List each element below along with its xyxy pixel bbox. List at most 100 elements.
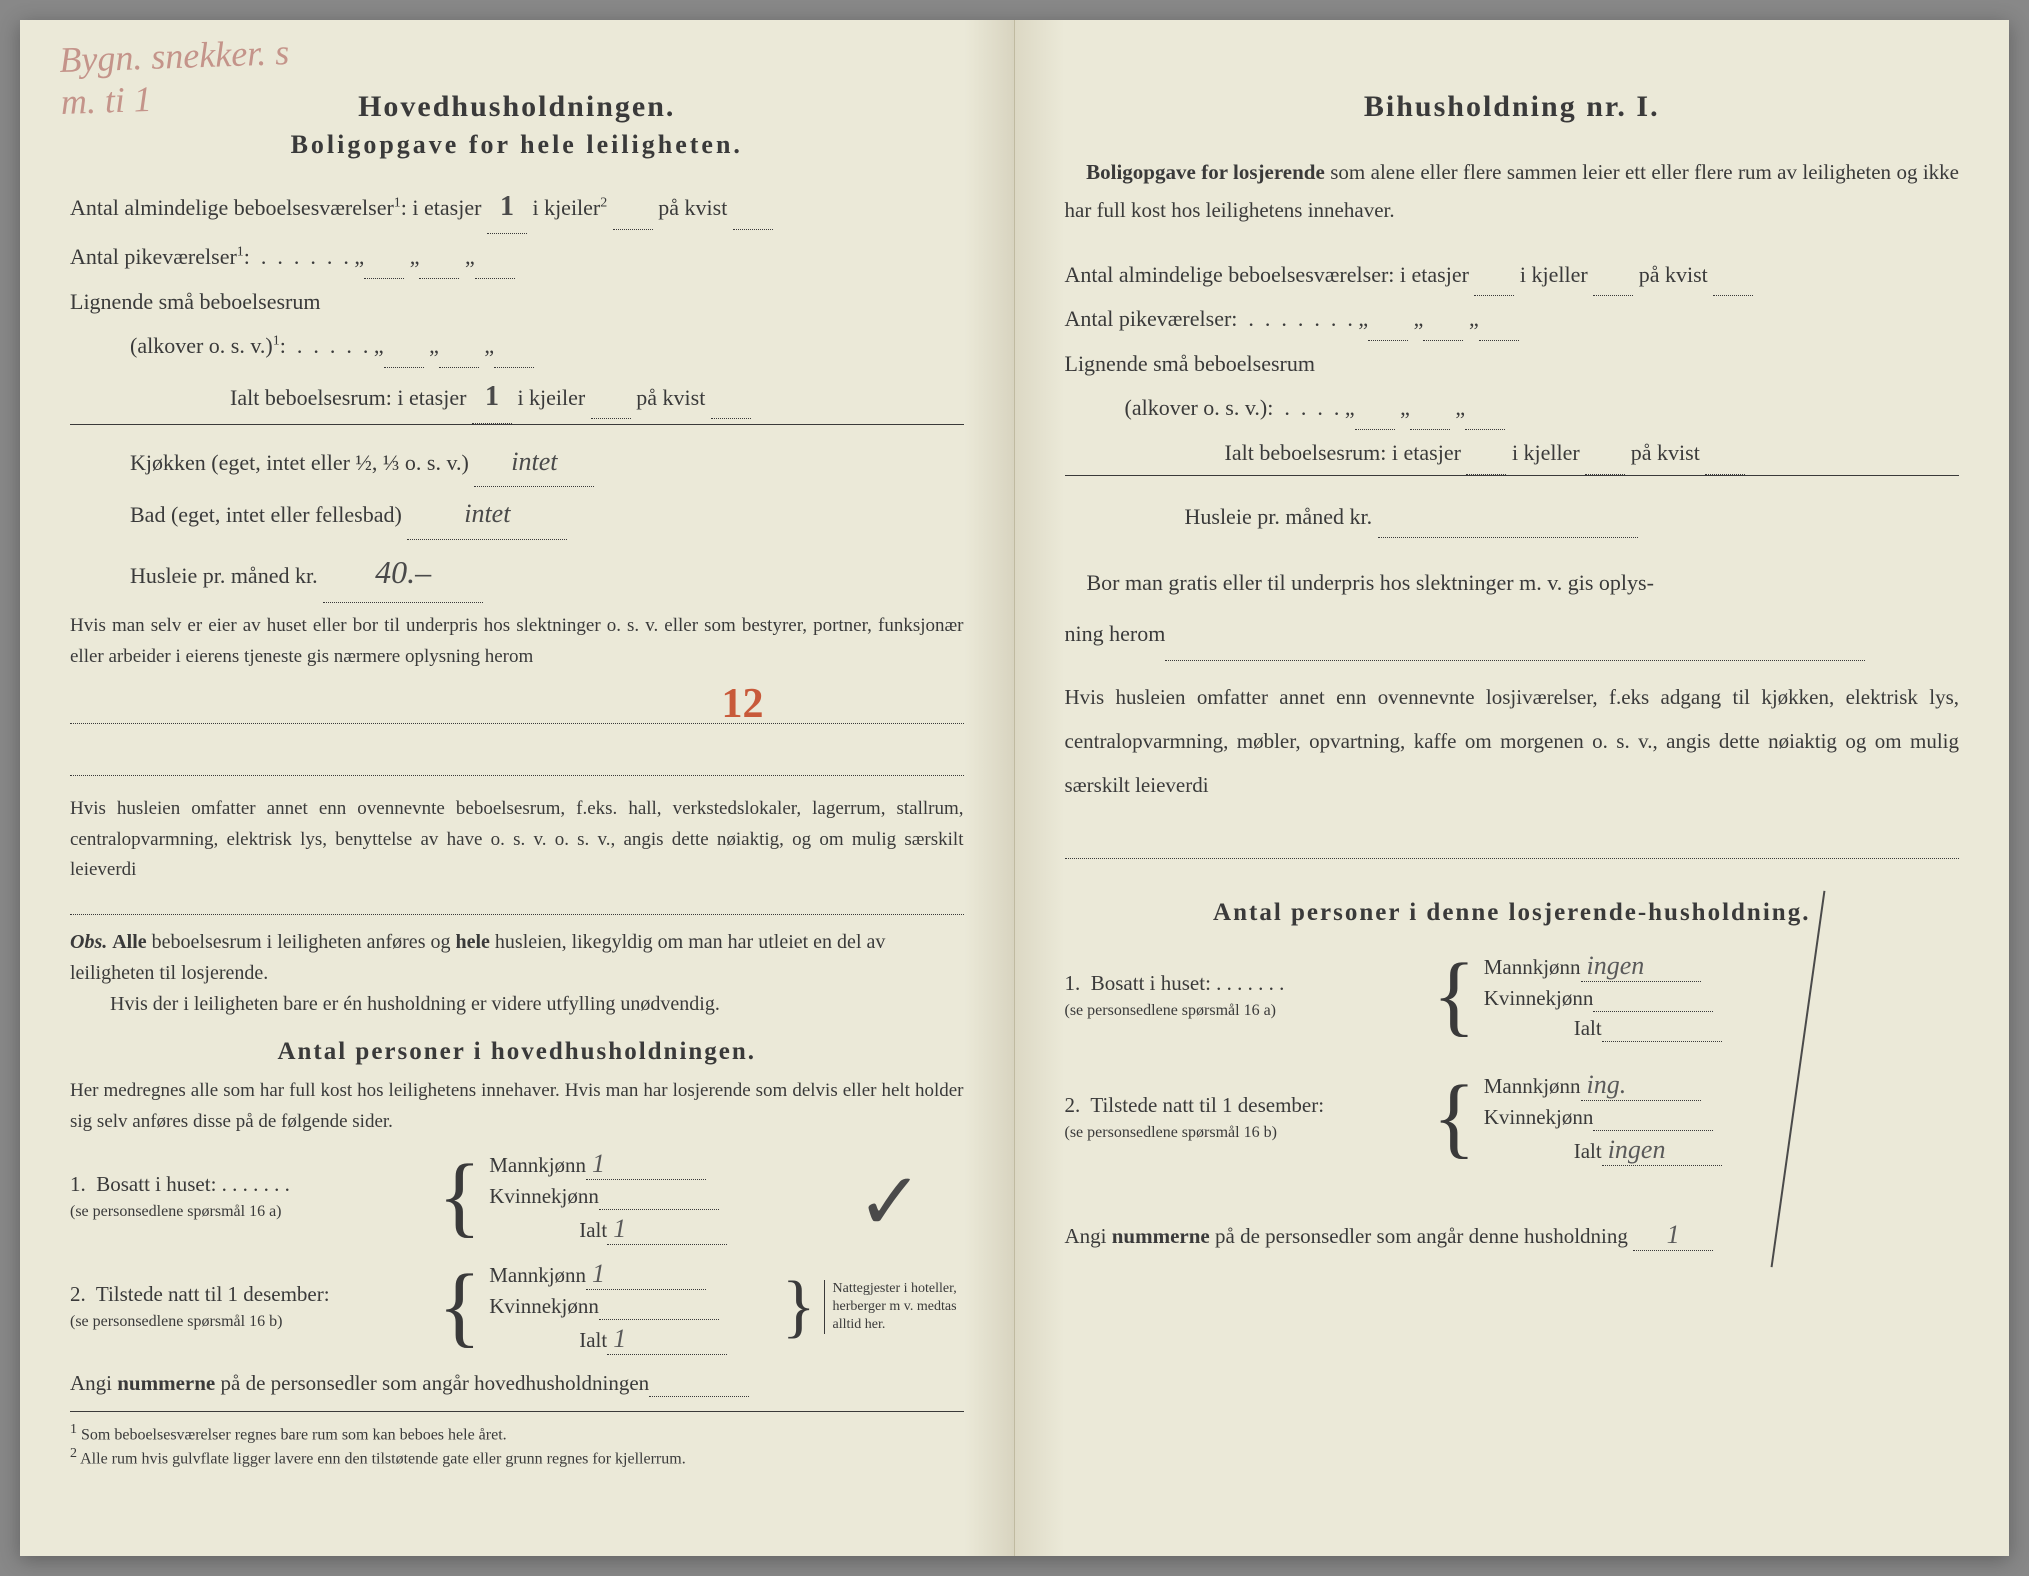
r-line-ialt: Ialt beboelsesrum: i etasjer i kjeller p…: [1065, 432, 1960, 476]
r-kvinne-lbl: Kvinnekjønn: [1484, 986, 1594, 1010]
lbl-kjeller: i kjeiler: [517, 385, 585, 410]
r-ialt-e: [1466, 432, 1506, 475]
r-val-ak: [1410, 387, 1450, 430]
r-angi-val: 1: [1633, 1220, 1713, 1251]
dotted-3: [70, 893, 964, 915]
sup1: 1: [394, 196, 401, 211]
lbl-kjeller: i kjeller: [1512, 440, 1580, 465]
label: Bad (eget, intet eller fellesbad): [130, 502, 402, 527]
val-alk-v: [494, 325, 534, 368]
r-line-beboelses: Antal almindelige beboelsesværelser: i e…: [1065, 254, 1960, 297]
kvinne-val: [599, 1184, 719, 1210]
r-line-pike: Antal pikeværelser: . . . . . . . „ „ „: [1065, 298, 1960, 341]
r-q2-num: 2.: [1065, 1093, 1081, 1117]
r-para2-fill: [1165, 609, 1865, 661]
obs-t1a: beboelsesrum i leiligheten anføres og: [152, 931, 451, 953]
handwriting-annotation-top: Bygn. snekker. s m. ti 1: [59, 31, 292, 123]
val-pike-v: [475, 236, 515, 279]
r-q2-label: Tilstede natt til 1 desember:: [1090, 1093, 1324, 1117]
label: Lignende små beboelsesrum: [1065, 351, 1316, 376]
sup1b: 1: [237, 245, 244, 260]
obs-block: Obs. Alle beboelsesrum i leiligheten anf…: [70, 927, 964, 1020]
label: Antal pikeværelser:: [1065, 306, 1238, 331]
r-q1-row: 1. Bosatt i huset: . . . . . . . (se per…: [1065, 947, 1960, 1046]
mann-val: 1: [586, 1149, 706, 1180]
r-val-av: [1465, 387, 1505, 430]
angi-text: Angi nummerne på de personsedler som ang…: [70, 1371, 649, 1395]
red-number: 12: [722, 680, 764, 728]
r-mann-val: ingen: [1581, 951, 1701, 982]
r-line-husleie: Husleie pr. måned kr.: [1065, 496, 1960, 539]
sup1c: 1: [273, 333, 280, 348]
val-kvist: [733, 187, 773, 230]
angi-val: [649, 1371, 749, 1397]
note: Nattegjester i hoteller, herberger m v. …: [824, 1280, 964, 1335]
line-husleie: Husleie pr. måned kr. 40.–: [70, 542, 964, 604]
label: Ialt beboelsesrum:: [1225, 440, 1387, 465]
r-angi-text: Angi nummerne på de personsedler som ang…: [1065, 1224, 1628, 1248]
val-ialt-v: [711, 377, 751, 420]
left-page: Bygn. snekker. s m. ti 1 Hovedhusholdnin…: [20, 20, 1015, 1556]
r-para3: Hvis husleien omfatter annet enn ovennev…: [1065, 675, 1960, 807]
footnotes: 1 Som beboelsesværelser regnes bare rum …: [70, 1411, 964, 1469]
r-ialt-val: [1602, 1016, 1722, 1042]
lbl-etasjer: i etasjer: [397, 385, 466, 410]
val-ialt-e: 1: [472, 370, 512, 424]
r-para2: Bor man gratis eller til underpris hos s…: [1065, 558, 1960, 660]
kvinne-val2: [599, 1294, 719, 1320]
fn2: Alle rum hvis gulvflate ligger lavere en…: [80, 1451, 686, 1468]
r-kvinne-val: [1593, 986, 1713, 1012]
hw-line1: Bygn. snekker. s: [59, 32, 290, 80]
sup2: 2: [600, 196, 607, 211]
val-kjokken: intet: [474, 437, 594, 487]
fn1-num: 1: [70, 1422, 77, 1437]
kvinne-lbl: Kvinnekjønn: [489, 1184, 599, 1208]
val-alk-e: [384, 325, 424, 368]
r-val-ae: [1355, 387, 1395, 430]
line-kjokken: Kjøkken (eget, intet eller ½, ⅓ o. s. v.…: [70, 437, 964, 487]
q1-label: Bosatt i huset:: [96, 1172, 216, 1196]
q2-row: 2. Tilstede natt til 1 desember: (se per…: [70, 1255, 964, 1359]
val-pike-k: [419, 236, 459, 279]
r-val-husleie: [1378, 496, 1638, 539]
r-mann-lbl: Mannkjønn: [1484, 955, 1581, 979]
r-q1-label: Bosatt i huset:: [1091, 971, 1211, 995]
q1-row: 1. Bosatt i huset: . . . . . . . (se per…: [70, 1145, 964, 1249]
val-bad: intet: [407, 489, 567, 539]
obs-t2: Hvis der i leiligheten bare er én hushol…: [70, 993, 720, 1015]
lbl-kvist: på kvist: [1639, 262, 1708, 287]
val-husleie: 40.–: [323, 542, 483, 604]
kvinne-lbl2: Kvinnekjønn: [489, 1294, 599, 1318]
r-section-title: Antal personer i denne losjerende-hushol…: [1065, 899, 1960, 927]
r-q2-sub: (se personsedlene spørsmål 16 b): [1065, 1124, 1277, 1141]
mann-lbl: Mannkjønn: [489, 1153, 586, 1177]
r-ialt-v: [1705, 432, 1745, 475]
label: Husleie pr. måned kr.: [130, 563, 318, 588]
r-line-alkover: (alkover o. s. v.): . . . . „ „ „: [1065, 387, 1960, 430]
r-val-e: [1474, 254, 1514, 297]
q1-left: 1. Bosatt i huset: . . . . . . . (se per…: [70, 1172, 430, 1222]
lbl-kvist: på kvist: [1631, 440, 1700, 465]
mann-val2: 1: [586, 1259, 706, 1290]
r-dotted: [1065, 825, 1960, 859]
ialt-val2: 1: [607, 1324, 727, 1355]
val-etasjer: 1: [487, 180, 527, 234]
q2-left: 2. Tilstede natt til 1 desember: (se per…: [70, 1282, 430, 1332]
ialt-val: 1: [607, 1214, 727, 1245]
mann-lbl2: Mannkjønn: [489, 1263, 586, 1287]
r-val-k: [1593, 254, 1633, 297]
label: Husleie pr. måned kr.: [1185, 504, 1373, 529]
q2-num: 2.: [70, 1282, 86, 1306]
lbl-kjeller: i kjeller: [1520, 262, 1588, 287]
r-q2-row: 2. Tilstede natt til 1 desember: (se per…: [1065, 1066, 1960, 1170]
brace2b: }: [782, 1279, 816, 1335]
r-brace1: {: [1433, 960, 1476, 1032]
r-kvinne-lbl2: Kvinnekjønn: [1484, 1105, 1594, 1129]
lbl-etasjer: i etasjer: [412, 195, 481, 220]
r-mann-val2: ing.: [1581, 1070, 1701, 1101]
ialt-lbl: Ialt: [579, 1218, 607, 1242]
r-val-pv: [1479, 298, 1519, 341]
label: Antal almindelige beboelsesværelser: i e…: [1065, 262, 1469, 287]
document-spread: Bygn. snekker. s m. ti 1 Hovedhusholdnin…: [20, 20, 2009, 1556]
line-alkover: (alkover o. s. v.)1: . . . . . „ „ „: [70, 325, 964, 368]
